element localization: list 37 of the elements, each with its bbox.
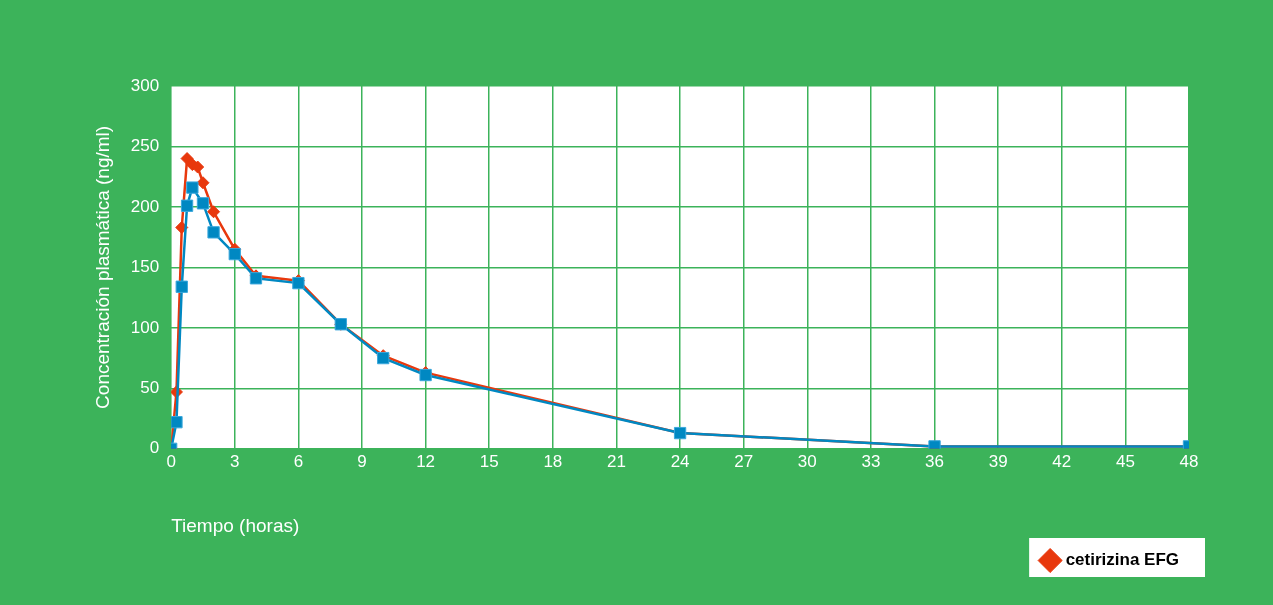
y-tick-label: 250 <box>130 136 160 156</box>
x-tick-label: 24 <box>670 451 690 471</box>
x-tick-label: 27 <box>734 451 754 471</box>
x-tick-label: 42 <box>1052 451 1072 471</box>
y-tick-label: 300 <box>130 75 160 95</box>
point <box>175 280 188 293</box>
x-tick-label: 6 <box>293 451 304 471</box>
y-tick-label: 200 <box>130 196 160 216</box>
y-tick-label: 100 <box>130 317 160 337</box>
x-tick-label: 3 <box>230 451 240 471</box>
x-tick-label: 30 <box>797 451 817 471</box>
x-tick-label: 39 <box>988 451 1008 471</box>
point <box>180 199 194 212</box>
point <box>207 205 221 219</box>
x-tick-label: 33 <box>861 451 881 471</box>
x-tick-label: 15 <box>479 451 499 471</box>
x-tick-label: 48 <box>1179 451 1199 471</box>
point <box>180 152 194 166</box>
point <box>171 416 183 429</box>
x-tick-label: 9 <box>357 451 367 471</box>
x-tick-label: 12 <box>416 451 436 471</box>
y-tick-label: 0 <box>149 438 160 458</box>
x-tick-label: 36 <box>925 451 944 471</box>
y-tick-label: 50 <box>140 378 160 398</box>
y-axis-title: Concentración plasmática (ng/ml) <box>91 125 113 409</box>
y-tick-label: 150 <box>130 257 160 277</box>
point <box>196 176 210 190</box>
point <box>196 197 210 210</box>
legend-label: cetirizina EFG <box>1065 550 1180 570</box>
point <box>186 181 199 194</box>
point <box>207 226 220 239</box>
x-axis-title: Tiempo (horas) <box>171 514 300 536</box>
x-tick-label: 21 <box>607 451 626 471</box>
x-tick-label: 18 <box>543 451 563 471</box>
x-tick-label: 45 <box>1115 451 1135 471</box>
point <box>228 247 241 261</box>
x-tick-label: 0 <box>166 451 176 471</box>
